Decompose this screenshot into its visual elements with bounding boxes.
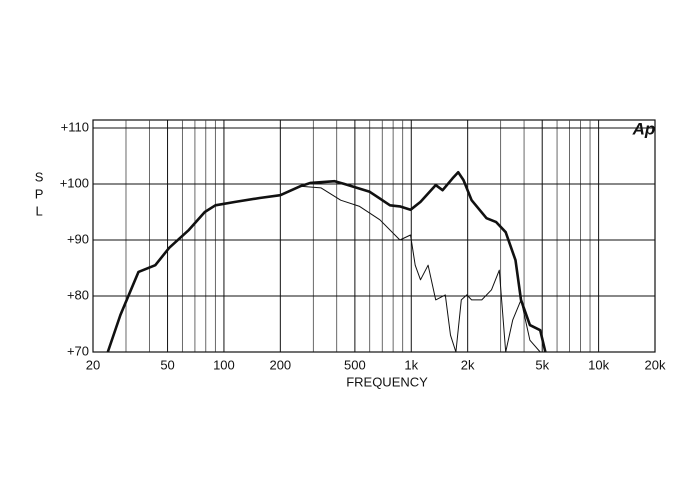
y-tick-label: +110 [61, 119, 89, 134]
y-axis-title: SPL [32, 170, 47, 221]
response-line [300, 185, 541, 353]
x-tick-label: 5k [535, 357, 549, 372]
response-line [106, 170, 547, 353]
x-tick-label: 200 [269, 357, 291, 372]
y-tick-label: +80 [67, 287, 89, 302]
logo: Ap [632, 119, 656, 138]
y-tick-label: +100 [60, 175, 89, 190]
x-tick-label: 1k [404, 357, 418, 372]
y-tick-label: +90 [67, 231, 89, 246]
x-tick-label: 20k [645, 357, 666, 372]
x-tick-label: 2k [461, 357, 475, 372]
x-tick-label: 100 [213, 357, 235, 372]
x-tick-label: 50 [160, 357, 174, 372]
y-tick-label: +70 [67, 343, 89, 358]
x-tick-label: 10k [588, 357, 609, 372]
x-axis-title: FREQUENCY [346, 374, 428, 389]
x-tick-label: 20 [86, 357, 100, 372]
x-tick-label: 500 [344, 357, 366, 372]
